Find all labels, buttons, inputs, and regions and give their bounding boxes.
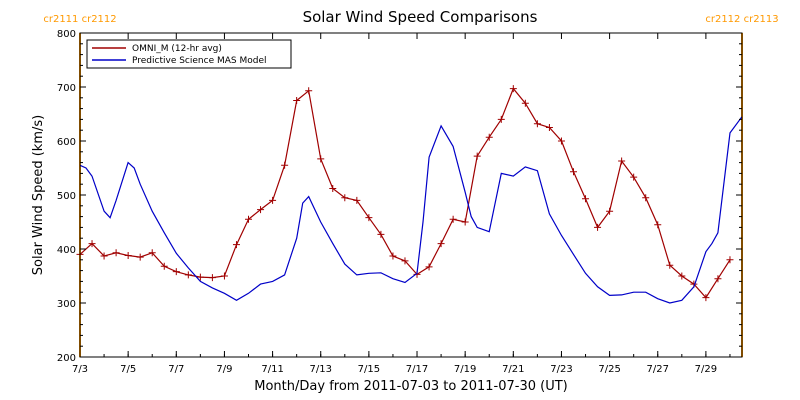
legend-box xyxy=(86,39,292,69)
data-point xyxy=(437,240,445,248)
series-2 xyxy=(79,116,743,304)
x-tick-label: 7/19 xyxy=(454,364,476,375)
data-point xyxy=(594,223,602,231)
x-tick-label: 7/29 xyxy=(695,364,717,375)
data-point xyxy=(497,115,505,123)
x-axis-title: Month/Day from 2011-07-03 to 2011-07-30 … xyxy=(254,379,567,394)
data-point xyxy=(220,272,228,280)
data-point xyxy=(678,272,686,280)
data-point xyxy=(557,137,565,145)
data-point xyxy=(160,262,168,270)
x-tick-label: 7/11 xyxy=(261,364,283,375)
data-point xyxy=(714,275,722,283)
data-point xyxy=(172,268,180,276)
x-tick-label: 7/17 xyxy=(406,364,428,375)
data-point xyxy=(389,252,397,260)
data-point xyxy=(521,99,529,107)
data-point xyxy=(353,196,361,204)
data-point xyxy=(545,124,553,131)
data-point xyxy=(100,252,108,260)
data-point xyxy=(232,241,240,249)
chart-title: Solar Wind Speed Comparisons xyxy=(303,8,538,26)
data-point xyxy=(449,215,457,223)
x-tick-label: 7/23 xyxy=(550,364,572,375)
data-point xyxy=(485,133,493,141)
data-point xyxy=(124,251,132,259)
data-point xyxy=(654,221,662,229)
carrington-label: cr2112 cr2113 xyxy=(705,14,778,25)
data-point xyxy=(148,249,156,257)
data-point xyxy=(341,194,349,202)
data-point xyxy=(305,87,313,95)
data-point xyxy=(269,196,277,204)
x-tick-label: 7/27 xyxy=(647,364,669,375)
y-axis-title: Solar Wind Speed (km/s) xyxy=(31,115,46,275)
data-point xyxy=(293,97,301,104)
legend: OMNI_M (12-hr avg) Predictive Science MAS… xyxy=(86,39,292,69)
data-point xyxy=(112,249,120,257)
data-point xyxy=(329,185,337,193)
data-point xyxy=(208,274,216,282)
data-point xyxy=(630,173,638,181)
y-tick-label: 600 xyxy=(57,137,76,148)
series-layer xyxy=(76,85,743,304)
data-point xyxy=(377,230,385,238)
data-point xyxy=(702,294,710,302)
x-tick-label: 7/25 xyxy=(598,364,620,375)
data-point xyxy=(582,195,590,203)
x-tick-label: 7/3 xyxy=(72,364,88,375)
y-tick-label: 700 xyxy=(57,83,76,94)
data-point xyxy=(184,271,192,279)
data-point xyxy=(606,207,614,215)
x-tick-label: 7/9 xyxy=(216,364,232,375)
y-tick-label: 300 xyxy=(57,299,76,310)
data-point xyxy=(257,206,265,214)
data-point xyxy=(245,215,253,223)
data-point xyxy=(533,120,541,128)
data-point xyxy=(473,152,481,160)
data-point xyxy=(196,273,204,281)
data-point xyxy=(365,214,373,222)
data-point xyxy=(88,240,96,248)
x-tick-label: 7/13 xyxy=(309,364,331,375)
data-point xyxy=(136,253,144,261)
data-point xyxy=(666,261,674,269)
y-tick-label: 500 xyxy=(57,191,76,202)
y-tick-label: 800 xyxy=(57,29,76,40)
data-point xyxy=(281,161,289,169)
x-tick-label: 7/15 xyxy=(358,364,380,375)
carrington-label: cr2111 cr2112 xyxy=(43,14,116,25)
data-point xyxy=(618,157,626,165)
x-tick-label: 7/21 xyxy=(502,364,524,375)
data-point xyxy=(401,257,409,265)
data-point xyxy=(461,218,469,226)
axes-layer: 200 300 400 500 600 700 800 7/3 7/5 7/7 7/9 7/11 7/1… xyxy=(57,29,742,375)
x-tick-label: 7/5 xyxy=(120,364,136,375)
legend-entry: Predictive Science MAS Model xyxy=(132,56,267,66)
data-point xyxy=(726,256,734,264)
data-point xyxy=(317,155,325,163)
y-tick-label: 200 xyxy=(57,353,76,364)
plot-frame xyxy=(79,32,743,358)
series-line xyxy=(79,116,743,304)
data-point xyxy=(642,194,650,202)
data-point xyxy=(569,168,577,176)
series-1 xyxy=(76,85,734,302)
x-tick-label: 7/7 xyxy=(168,364,184,375)
data-point xyxy=(509,85,517,93)
y-tick-label: 400 xyxy=(57,245,76,256)
data-point xyxy=(425,263,433,271)
legend-entry: OMNI_M (12-hr avg) xyxy=(132,44,222,54)
series-line xyxy=(79,87,731,299)
